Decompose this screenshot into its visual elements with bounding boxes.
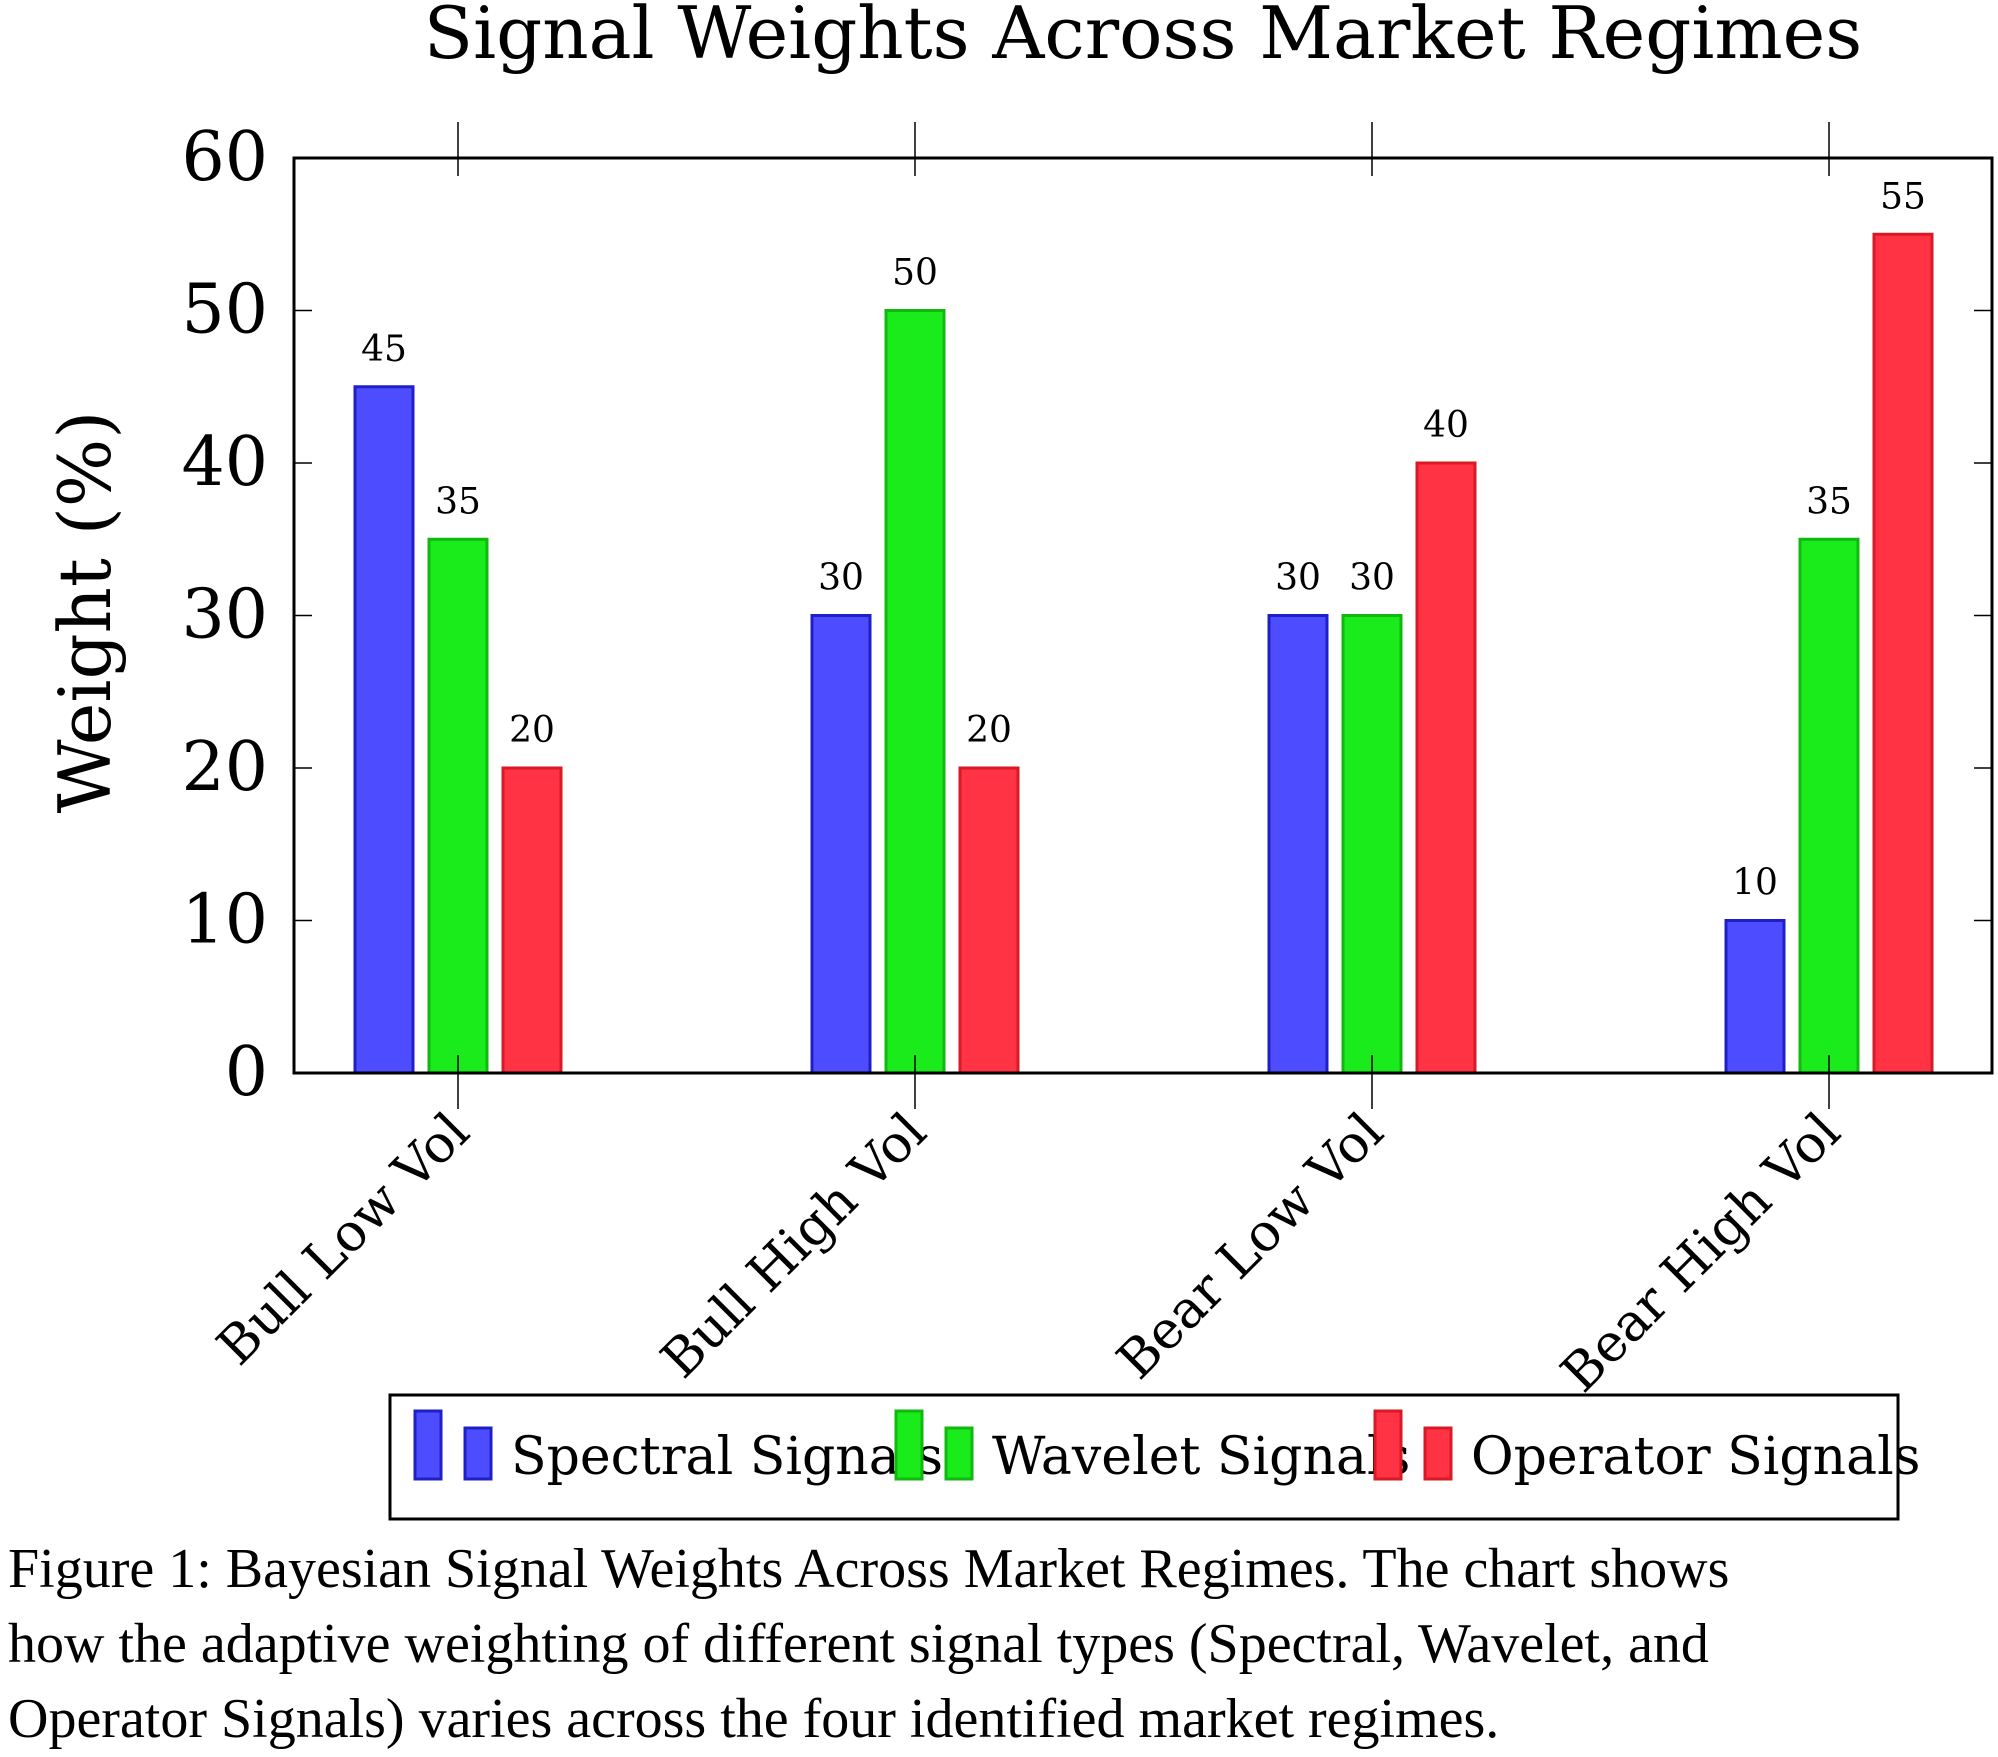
data-label: 45 [361, 329, 407, 370]
y-tick-label: 60 [181, 118, 268, 197]
bar [884, 309, 946, 1075]
bar [1798, 537, 1860, 1075]
data-label: 30 [1275, 558, 1321, 599]
caption-line: Operator Signals) varies across the four… [8, 1688, 1500, 1750]
y-axis-label: Weight (%) [43, 411, 127, 814]
data-label: 10 [1732, 863, 1778, 904]
legend-swatch [1423, 1426, 1453, 1481]
legend-swatch [1373, 1409, 1403, 1481]
bar [810, 614, 872, 1075]
bar [501, 766, 563, 1075]
legend-swatch [894, 1409, 924, 1481]
x-tick-label: Bull Low Vol [206, 1102, 481, 1377]
y-tick-label: 40 [181, 423, 268, 502]
data-label: 55 [1880, 176, 1926, 217]
y-tick-label: 30 [181, 576, 268, 655]
data-label: 40 [1423, 405, 1469, 446]
legend-entries: Spectral Signals Wavelet Signals Operator … [413, 1409, 1921, 1487]
data-labels-layer: 45 30 30 10 35 50 30 35 20 20 40 55 [361, 176, 1926, 903]
x-tick-label: Bear Low Vol [1106, 1102, 1395, 1391]
y-tick-label: 20 [181, 728, 268, 807]
y-tick-label: 50 [181, 271, 268, 350]
legend-swatch [413, 1409, 443, 1481]
legend-label: Wavelet Signals [992, 1427, 1410, 1487]
data-label: 20 [509, 710, 555, 751]
bar [1872, 232, 1934, 1075]
caption-line: Figure 1: Bayesian Signal Weights Across… [8, 1538, 1730, 1600]
legend-swatch [463, 1426, 493, 1481]
data-label: 30 [818, 558, 864, 599]
legend-label: Operator Signals [1471, 1427, 1921, 1487]
bar [1267, 614, 1329, 1075]
bar [1724, 919, 1786, 1075]
x-tick-label: Bull High Vol [650, 1102, 938, 1390]
y-tick-label: 0 [225, 1033, 268, 1112]
bar [958, 766, 1020, 1075]
data-label: 35 [1806, 481, 1852, 522]
data-label: 30 [1349, 558, 1395, 599]
legend-label: Spectral Signals [511, 1427, 943, 1487]
plot-frame [292, 156, 1994, 1075]
x-tick-label: Bear High Vol [1550, 1102, 1852, 1404]
legend-box [388, 1393, 1900, 1521]
bar [353, 385, 415, 1075]
data-label: 50 [892, 253, 938, 294]
bars-layer [353, 232, 1934, 1075]
y-tick-label: 10 [181, 881, 268, 960]
figure-caption: Figure 1: Bayesian Signal Weights Across… [8, 1532, 1998, 1757]
bar [427, 537, 489, 1075]
data-label: 20 [966, 710, 1012, 751]
legend: Spectral Signals Wavelet Signals Operator … [388, 1393, 1921, 1521]
legend-swatch [944, 1426, 974, 1481]
data-label: 35 [435, 481, 481, 522]
caption-line: how the adaptive weighting of different … [8, 1613, 1709, 1675]
chart-title: Signal Weights Across Market Regimes [424, 0, 1862, 75]
bar [1341, 614, 1403, 1075]
bar [1415, 461, 1477, 1075]
